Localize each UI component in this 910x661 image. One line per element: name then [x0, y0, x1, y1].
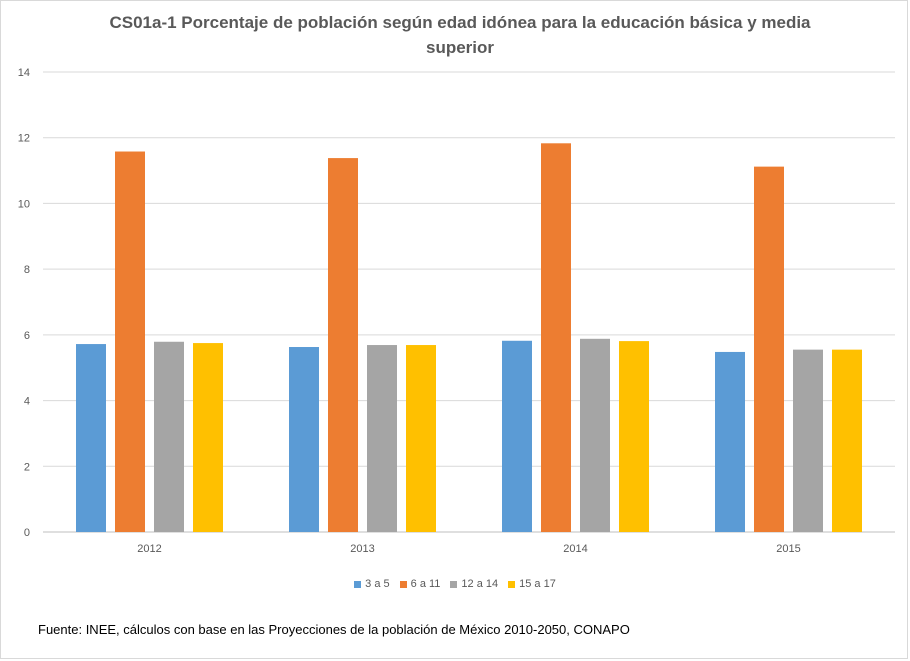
chart-legend: 3 a 5 6 a 11 12 a 14 15 a 17 — [0, 578, 910, 590]
legend-label: 12 a 14 — [461, 578, 499, 590]
y-tick-label: 6 — [24, 330, 30, 342]
legend-swatch — [354, 580, 362, 588]
bar — [580, 338, 610, 532]
legend-swatch — [508, 580, 516, 588]
x-tick-label: 2014 — [563, 543, 587, 555]
bar — [793, 349, 823, 532]
y-tick-label: 14 — [18, 67, 30, 79]
legend-item: 15 a 17 — [508, 578, 556, 590]
chart-title: CS01a-1 Porcentaje de población según ed… — [109, 13, 811, 57]
x-tick-label: 2015 — [776, 543, 800, 555]
legend-item: 3 a 5 — [354, 578, 390, 590]
legend-label: 15 a 17 — [519, 578, 556, 590]
source-note: Fuente: INEE, cálculos con base en las P… — [38, 622, 630, 637]
bar — [154, 341, 184, 532]
bar — [289, 347, 319, 532]
bar — [619, 341, 649, 532]
bar — [193, 343, 223, 532]
bar — [754, 166, 784, 532]
legend-item: 6 a 11 — [399, 578, 441, 590]
y-tick-label: 0 — [24, 527, 30, 539]
legend-label: 6 a 11 — [410, 578, 441, 590]
y-tick-label: 12 — [18, 133, 30, 145]
bar — [328, 158, 358, 533]
bar — [115, 151, 145, 532]
bar — [541, 143, 571, 533]
legend-label: 3 a 5 — [365, 578, 390, 590]
x-tick-label: 2013 — [350, 543, 374, 555]
bar — [406, 345, 436, 532]
y-tick-label: 8 — [24, 264, 30, 276]
bar — [76, 344, 106, 532]
x-tick-label: 2012 — [137, 543, 161, 555]
bar — [367, 345, 397, 532]
y-tick-label: 10 — [18, 198, 30, 210]
legend-swatch — [450, 580, 458, 588]
y-tick-label: 4 — [24, 396, 30, 408]
bar — [502, 340, 532, 532]
bar — [715, 351, 745, 532]
legend-item: 12 a 14 — [450, 578, 498, 590]
bar — [832, 349, 862, 532]
legend-swatch — [399, 580, 407, 588]
y-tick-label: 2 — [24, 461, 30, 473]
